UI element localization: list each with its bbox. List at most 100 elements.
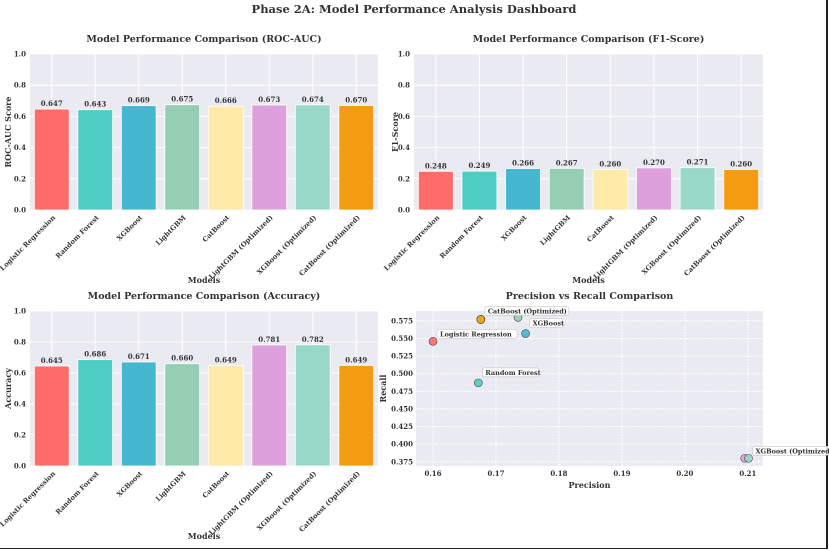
x-tick-label: LightGBM — [154, 469, 188, 503]
bar — [338, 365, 375, 467]
y-tick-label: 1.0 — [14, 50, 26, 59]
y-tick-label: 0.4 — [14, 400, 26, 409]
bar-value-label: 0.267 — [556, 158, 578, 167]
y-tick-label: 0.4 — [398, 143, 410, 152]
bar — [251, 104, 288, 211]
bar-value-label: 0.666 — [215, 96, 237, 105]
bar-value-label: 0.674 — [302, 95, 324, 104]
chart-title: Model Performance Comparison (F1-Score) — [473, 34, 705, 45]
point-label-box — [752, 446, 829, 456]
y-tick-label: 0.400 — [391, 440, 413, 449]
bar-value-label: 0.675 — [171, 95, 193, 104]
y-axis-label: Recall — [378, 375, 388, 403]
y-tick-label: 0.375 — [391, 457, 413, 466]
point-label: Logistic Regression — [440, 330, 512, 338]
bar — [120, 105, 157, 211]
y-tick-label: 1.0 — [14, 307, 26, 316]
point-label: CatBoost (Optimized) — [488, 307, 567, 315]
y-axis-label: ROC-AUC Score — [3, 97, 13, 168]
scatter-point — [428, 336, 438, 346]
x-tick-label: LightGBM — [539, 213, 573, 247]
chart-panel-1: Model Performance Comparison (F1-Score) 0… — [383, 34, 763, 285]
y-tick-label: 0.575 — [391, 316, 413, 325]
scatter-point — [744, 453, 753, 463]
bar — [77, 109, 114, 211]
bar — [120, 361, 157, 467]
bar-value-label: 0.649 — [215, 355, 237, 364]
bar — [294, 104, 331, 211]
bar — [636, 167, 672, 211]
bar — [164, 363, 201, 467]
point-label: XGBoost — [533, 320, 564, 328]
bar-value-label: 0.686 — [84, 350, 106, 359]
point-label: XGBoost (Optimized) — [756, 447, 829, 455]
bar — [461, 170, 498, 211]
y-tick-label: 0.0 — [14, 462, 26, 471]
y-tick-label: 0.8 — [14, 81, 26, 90]
bar — [505, 168, 541, 211]
bar — [592, 169, 629, 211]
x-tick-label: Logistic Regression — [383, 214, 442, 273]
x-tick-label: 0.16 — [424, 469, 441, 478]
y-tick-label: 0.550 — [391, 334, 413, 343]
chart-panel-0: Model Performance Comparison (ROC-AUC) 0.… — [0, 34, 378, 285]
point-label-box — [484, 306, 570, 316]
bar — [679, 167, 716, 211]
x-tick-label: 0.21 — [739, 469, 756, 478]
scatter-point — [476, 315, 486, 324]
y-tick-label: 0.425 — [391, 422, 413, 431]
point-label-box — [529, 318, 564, 328]
bar — [417, 170, 454, 211]
bar-value-label: 0.248 — [425, 161, 447, 170]
bar-value-label: 0.270 — [643, 158, 665, 167]
bar-value-label: 0.671 — [128, 352, 150, 361]
y-tick-label: 0.500 — [391, 369, 413, 378]
chart-title: Model Performance Comparison (Accuracy) — [88, 291, 321, 302]
dashboard-title: Phase 2A: Model Performance Analysis Das… — [252, 2, 577, 16]
chart-title: Precision vs Recall Comparison — [506, 291, 674, 302]
y-tick-label: 0.2 — [14, 431, 26, 440]
y-tick-label: 0.0 — [14, 206, 26, 215]
bar — [251, 344, 288, 467]
bar-value-label: 0.645 — [41, 356, 63, 365]
chart-title: Model Performance Comparison (ROC-AUC) — [86, 34, 321, 45]
y-tick-label: 0.475 — [391, 387, 413, 396]
bar-value-label: 0.266 — [512, 159, 534, 168]
x-tick-label: CatBoost — [201, 469, 232, 500]
point-label-box — [436, 329, 518, 339]
y-tick-label: 0.450 — [391, 404, 413, 413]
scatter-point — [521, 329, 530, 338]
bar — [723, 169, 760, 211]
bar-value-label: 0.781 — [258, 335, 280, 344]
x-tick-label: CatBoost — [586, 213, 617, 244]
y-tick-label: 0.0 — [398, 206, 410, 215]
bar-value-label: 0.649 — [345, 355, 367, 364]
y-axis-label: Accuracy — [3, 368, 13, 410]
y-tick-label: 0.6 — [14, 112, 26, 121]
y-tick-label: 0.525 — [391, 352, 413, 361]
bar — [207, 105, 244, 211]
bar-value-label: 0.643 — [84, 100, 106, 109]
y-tick-label: 0.8 — [14, 338, 26, 347]
x-tick-label: Logistic Regression — [0, 214, 57, 273]
x-tick-label: Logistic Regression — [0, 470, 57, 529]
x-tick-label: 0.18 — [550, 469, 567, 478]
bar-value-label: 0.260 — [599, 159, 621, 168]
bar — [548, 167, 585, 211]
x-axis-label: Precision — [569, 480, 611, 490]
x-axis-label: Models — [188, 531, 221, 541]
bar-value-label: 0.271 — [687, 158, 709, 167]
x-axis-label: Models — [572, 275, 605, 285]
y-tick-label: 0.4 — [14, 143, 26, 152]
bar-value-label: 0.260 — [730, 159, 752, 168]
bar-value-label: 0.647 — [41, 99, 63, 108]
bar — [164, 104, 201, 211]
bar-value-label: 0.669 — [128, 96, 150, 105]
x-tick-label: XGBoost — [115, 213, 144, 242]
bar — [33, 365, 70, 467]
x-axis-label: Models — [188, 275, 221, 285]
y-tick-label: 0.8 — [398, 81, 410, 90]
y-tick-label: 1.0 — [398, 50, 410, 59]
